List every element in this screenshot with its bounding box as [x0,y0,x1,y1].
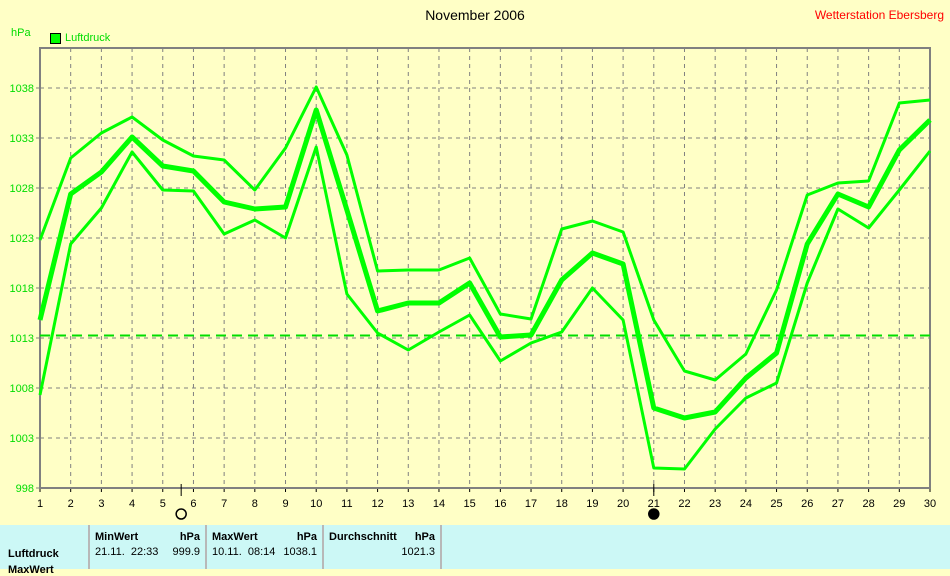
y-tick-label: 1008 [10,383,34,395]
x-tick-label: 4 [129,498,135,510]
legend: Luftdruck [50,32,110,44]
x-tick-label: 20 [617,498,629,510]
x-tick-label: 13 [402,498,414,510]
series-line [38,85,931,382]
series-line [38,145,932,471]
x-tick-label: 14 [433,498,445,510]
y-axis-unit: hPa [11,27,31,39]
x-tick-label: 17 [525,498,537,510]
x-tick-label: 22 [678,498,690,510]
x-tick-label: 15 [464,498,476,510]
full-moon-icon [175,508,187,520]
x-tick-label: 28 [862,498,874,510]
min-value: 999.9 [172,546,200,558]
x-tick-label: 12 [371,498,383,510]
x-tick-label: 7 [221,498,227,510]
series-line [37,107,932,421]
legend-label: Luftdruck [65,32,111,44]
y-tick-label: 1013 [10,333,34,345]
min-date: 21.11. 22:33 [95,546,159,558]
legend-swatch [50,32,61,44]
x-tick-label: 3 [98,498,104,510]
avg-header: Durchschnitt [329,531,397,543]
avg-unit: hPa [414,531,435,543]
x-tick-label: 23 [709,498,721,510]
label-column [0,525,90,569]
max-column: MaxWert hPa 10.11. 08:14 1038.1 [207,525,324,569]
x-tick-label: 18 [556,498,568,510]
row-label: Luftdruck [8,548,59,560]
x-tick-label: 30 [924,498,936,510]
y-tick-label: 1033 [10,133,34,145]
avg-value: 1021.3 [401,546,435,558]
avg-column: Durchschnitt hPa 1021.3 [324,525,442,569]
min-unit: hPa [179,531,200,543]
chart-title: November 2006 [425,7,525,23]
x-tick-label: 11 [341,498,352,510]
max-date: 10.11. 08:14 [212,546,276,558]
plot-frame [39,47,931,489]
x-tick-label: 19 [586,498,598,510]
y-tick-label: 1028 [10,183,34,195]
new-moon-icon [648,508,660,520]
x-tick-label: 25 [770,498,782,510]
x-tick-label: 24 [740,498,752,510]
x-tick-label: 6 [190,498,196,510]
x-tick-label: 16 [494,498,506,510]
x-tick-label: 5 [160,498,166,510]
min-column: MinWert hPa 21.11. 22:33 999.9 [90,525,207,569]
x-tick-label: 1 [37,498,43,510]
x-tick-label: 21 [648,498,660,510]
min-header: MinWert [95,531,139,543]
max-header: MaxWert [212,531,258,543]
y-tick-label: 1038 [10,83,34,95]
y-tick-label: 998 [16,483,34,495]
x-tick-label: 10 [310,498,322,510]
x-tick-label: 29 [893,498,905,510]
y-tick-label: 1018 [10,283,34,295]
x-tick-label: 8 [252,498,258,510]
stats-table: Luftdruck MaxWert MinWert hPa 21.11. 22:3… [0,525,950,576]
station-name: Wetterstation Ebersberg [814,8,944,22]
y-tick-label: 1003 [10,433,34,445]
pressure-chart: 1 2 3 4 5 6 7 8 9 10 11 12 13 14 15 16 17 18 19 20 21 22 23 24 2… [10,47,936,520]
y-tick-label: 1023 [10,233,34,245]
max-value: 1038.1 [283,546,317,558]
x-tick-label: 27 [832,498,844,510]
x-tick-label: 2 [68,498,74,510]
max-unit: hPa [296,531,317,543]
x-tick-label: 9 [282,498,288,510]
x-tick-label: 26 [801,498,813,510]
